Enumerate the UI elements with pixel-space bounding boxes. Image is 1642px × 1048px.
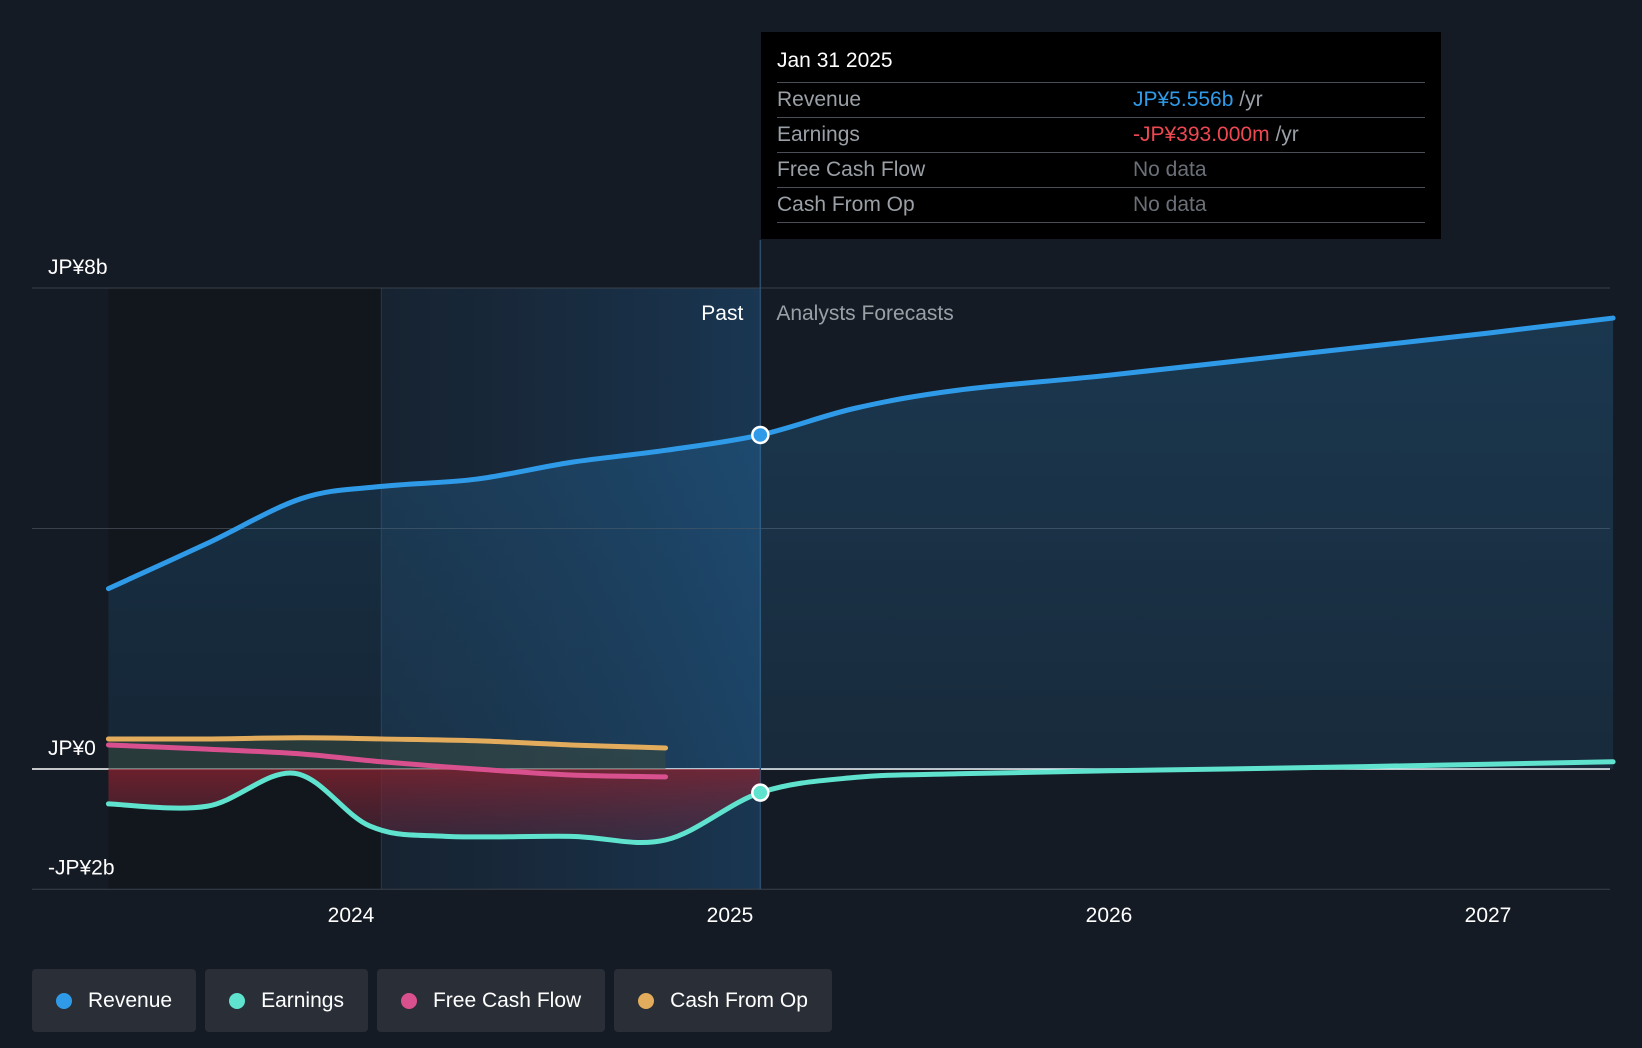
legend-item-earnings[interactable]: Earnings bbox=[205, 969, 368, 1032]
free-cash-flow-dot-icon bbox=[400, 992, 417, 1009]
tooltip-unit: /yr bbox=[1239, 88, 1263, 111]
revenue-area bbox=[108, 318, 1614, 769]
cash-from-op-line bbox=[105, 735, 669, 751]
tooltip-unit: /yr bbox=[1275, 123, 1299, 146]
tooltip-date: Jan 31 2025 bbox=[777, 46, 1425, 83]
forecast-label: Analysts Forecasts bbox=[776, 302, 953, 325]
legend-item-cash-from-op[interactable]: Cash From Op bbox=[614, 969, 832, 1032]
legend: Revenue Earnings Free Cash Flow Cash Fro… bbox=[32, 969, 832, 1032]
tooltip-value-container: -JP¥393.000m /yr bbox=[1133, 118, 1299, 151]
legend-label: Free Cash Flow bbox=[432, 988, 582, 1012]
tooltip-value-container: No data bbox=[1133, 153, 1207, 186]
tooltip-row-revenue: Revenue JP¥5.556b /yr bbox=[777, 83, 1425, 118]
tooltip-label: Cash From Op bbox=[777, 193, 915, 216]
legend-label: Revenue bbox=[88, 988, 173, 1012]
tooltip-value-container: JP¥5.556b /yr bbox=[1133, 83, 1263, 116]
legend-label: Cash From Op bbox=[670, 988, 808, 1012]
tooltip-value: -JP¥393.000m bbox=[1133, 123, 1270, 146]
earnings-area bbox=[108, 769, 761, 843]
y-tick-label: -JP¥2b bbox=[48, 856, 115, 879]
tooltip-row-earnings: Earnings -JP¥393.000m /yr bbox=[777, 118, 1425, 153]
tooltip-value-container: No data bbox=[1133, 188, 1207, 221]
revenue-dot-icon bbox=[56, 992, 72, 1009]
x-tick-label: 2027 bbox=[1465, 904, 1512, 927]
tooltip-label: Earnings bbox=[777, 123, 860, 146]
cash-from-op-area bbox=[108, 737, 666, 769]
tooltip-value: No data bbox=[1133, 158, 1207, 181]
revenue-marker bbox=[751, 425, 770, 445]
tooltip-value: JP¥5.556b bbox=[1133, 88, 1234, 111]
x-tick-label: 2026 bbox=[1086, 904, 1133, 927]
past-label: Past bbox=[701, 302, 743, 325]
free-cash-flow-line bbox=[105, 742, 669, 780]
tooltip-panel: Jan 31 2025 Revenue JP¥5.556b /yr Earnin… bbox=[761, 32, 1441, 239]
legend-item-revenue[interactable]: Revenue bbox=[32, 969, 197, 1032]
legend-item-free-cash-flow[interactable]: Free Cash Flow bbox=[376, 969, 606, 1032]
legend-label: Earnings bbox=[261, 988, 344, 1012]
tooltip-row-free-cash-flow: Free Cash Flow No data bbox=[777, 153, 1425, 188]
tooltip-value: No data bbox=[1133, 193, 1207, 216]
earnings-dot-icon bbox=[229, 992, 246, 1009]
y-tick-label: JP¥0 bbox=[48, 737, 96, 760]
x-tick-label: 2025 bbox=[707, 904, 754, 927]
tooltip-label: Free Cash Flow bbox=[777, 158, 926, 181]
x-tick-label: 2024 bbox=[328, 904, 375, 927]
cash-from-op-dot-icon bbox=[638, 992, 655, 1009]
earnings-marker bbox=[751, 783, 770, 802]
tooltip-label: Revenue bbox=[777, 88, 862, 111]
y-tick-label: JP¥8b bbox=[48, 256, 108, 279]
tooltip-row-cash-from-op: Cash From Op No data bbox=[777, 188, 1425, 223]
